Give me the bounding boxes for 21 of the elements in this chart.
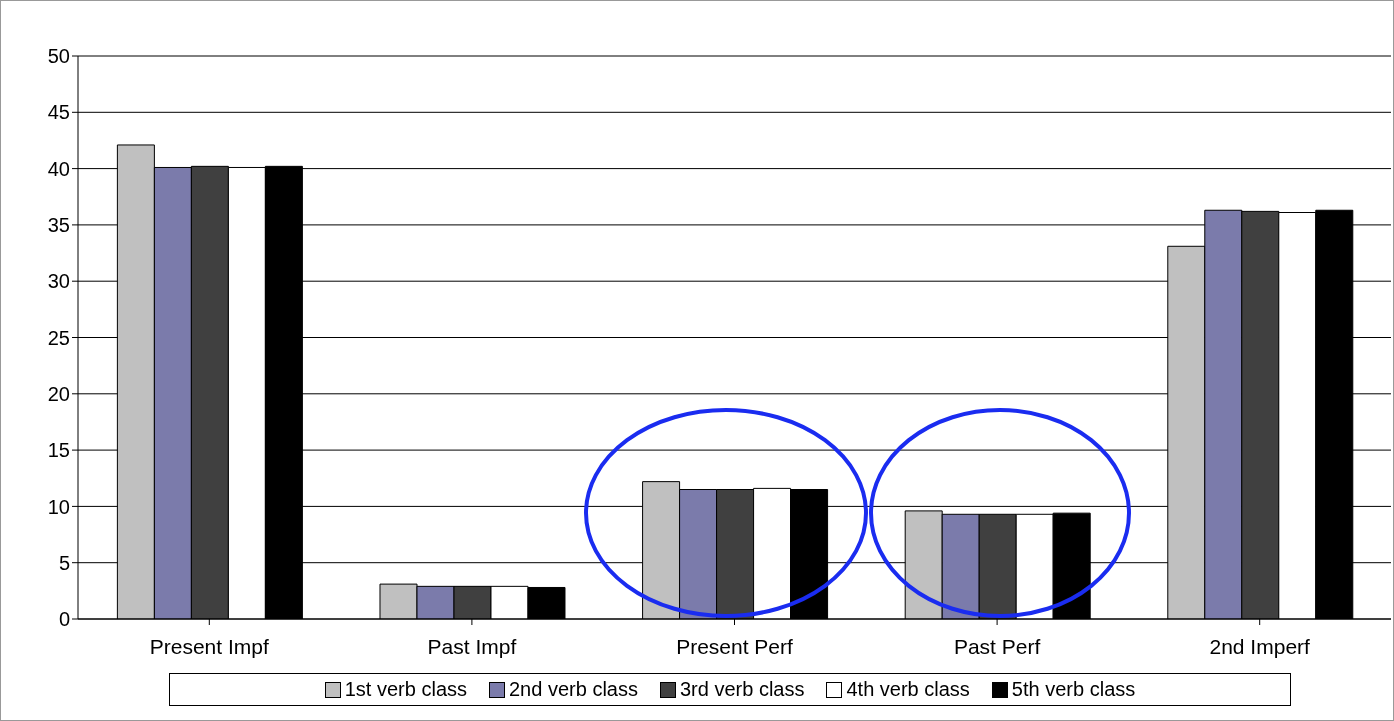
x-tick-label: Past Impf <box>427 634 517 658</box>
x-tick-label: Present Impf <box>149 634 269 658</box>
y-tick-label: 10 <box>47 495 70 518</box>
y-tick-label: 5 <box>58 551 70 574</box>
y-tick-label: 45 <box>47 101 70 124</box>
y-tick-label: 35 <box>47 214 70 236</box>
legend-label: 5th verb class <box>1011 678 1136 701</box>
y-tick-label: 40 <box>47 157 70 180</box>
y-tick-label: 25 <box>47 326 70 349</box>
x-tick-label: 2nd Imperf <box>1209 634 1311 658</box>
y-tick-label: 0 <box>58 608 70 631</box>
y-tick-label: 15 <box>47 439 70 462</box>
legend-label: 2nd verb class <box>509 678 638 701</box>
y-tick-label: 50 <box>47 45 70 68</box>
y-tick-label: 30 <box>47 270 70 293</box>
x-tick-label: Present Perf <box>676 634 794 658</box>
legend-label: 1st verb class <box>344 678 467 701</box>
y-tick-label: 20 <box>47 382 70 405</box>
legend-label: 4th verb class <box>846 678 970 701</box>
x-tick-label: Past Perf <box>953 634 1041 658</box>
legend-label: 3rd verb class <box>679 678 805 701</box>
